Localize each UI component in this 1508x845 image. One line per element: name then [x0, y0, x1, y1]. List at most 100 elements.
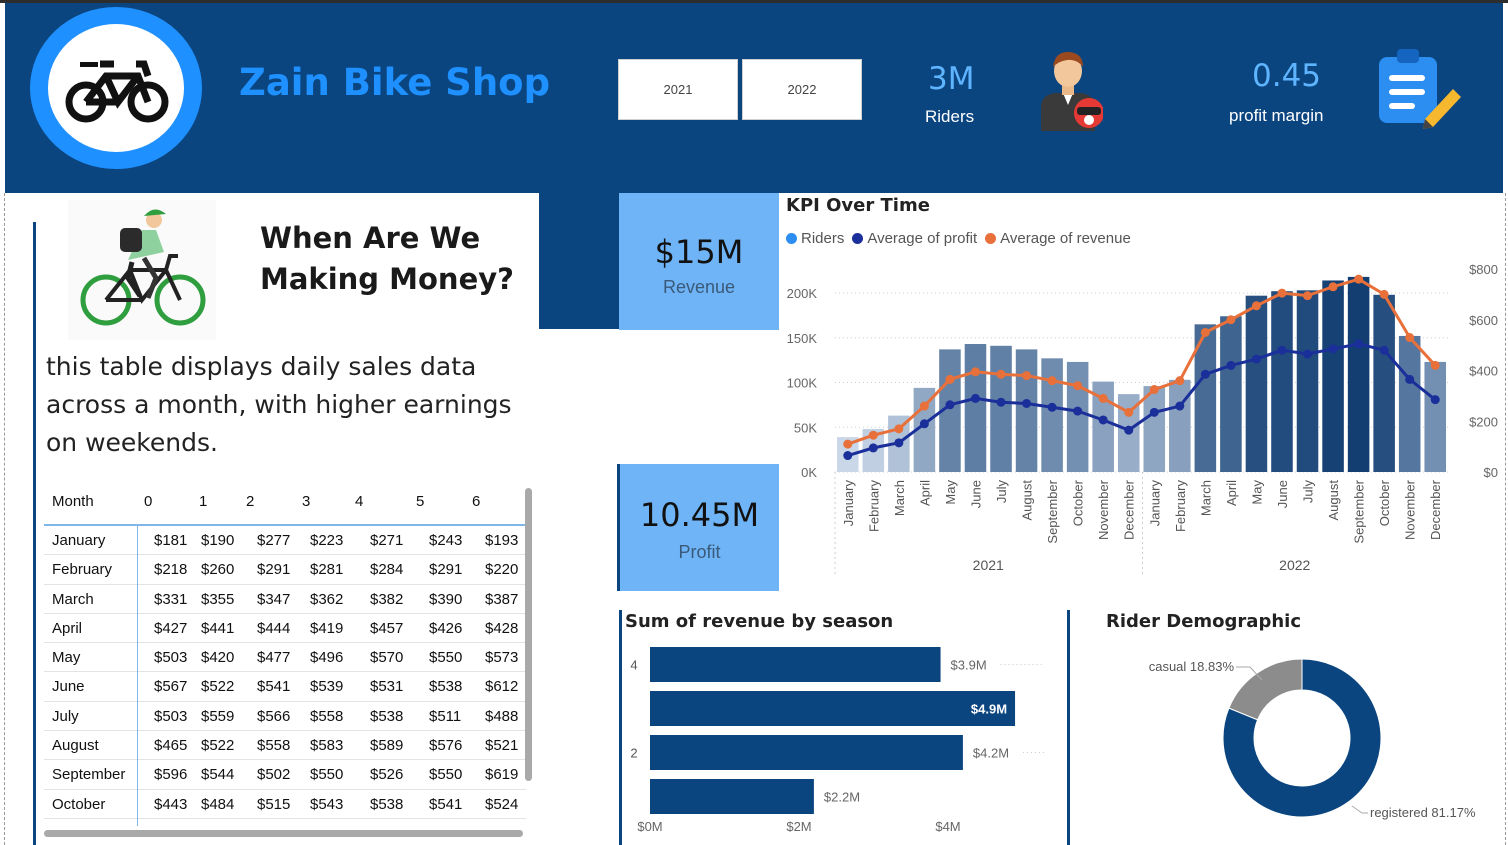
- table-cell-month: January: [52, 532, 106, 549]
- col-header-3[interactable]: 3: [302, 493, 311, 510]
- table-row[interactable]: February $218 $260 $291 $281 $284 $291 $220: [44, 555, 526, 585]
- year-filter-2022[interactable]: 2022: [742, 59, 862, 120]
- table-vertical-scrollbar[interactable]: [525, 488, 532, 781]
- table-cell-value: $420: [201, 649, 235, 667]
- revenue-point: [1124, 407, 1134, 417]
- table-cell-value: $558: [257, 737, 291, 755]
- x-tick-label: June: [968, 480, 983, 508]
- legend-item-profit[interactable]: Average of profit: [852, 230, 977, 247]
- window-top-border: [0, 0, 1508, 3]
- legend-item-riders[interactable]: Riders: [786, 230, 844, 247]
- revenue-point: [1200, 327, 1210, 337]
- table-cell-value: $390: [429, 590, 463, 608]
- revenue-point: [1277, 288, 1287, 298]
- revenue-point: [1303, 291, 1313, 301]
- kpi-chart-legend: Riders Average of profit Average of reve…: [786, 230, 1131, 247]
- revenue-by-season-chart[interactable]: 4 $3.9M $4.9M 2 $4.2M $2.2M $0M $2M $4M: [622, 640, 1062, 845]
- table-cell-value: $291: [257, 561, 291, 579]
- kpi-over-time-chart[interactable]: 0K 50K 100K 150K 200K $0 $200 $400 $600 $800 Janua…: [780, 255, 1505, 585]
- table-row[interactable]: July $503 $559 $566 $558 $538 $511 $488: [44, 702, 526, 732]
- revenue-line: [847, 277, 1437, 446]
- revenue-point: [1149, 385, 1159, 395]
- demographic-chart-title: Rider Demographic: [1106, 611, 1301, 632]
- profit-point: [919, 419, 929, 429]
- profit-point: [1251, 354, 1261, 364]
- season-category-label: 4: [630, 658, 637, 673]
- profit-point: [1124, 425, 1134, 435]
- table-row[interactable]: April $427 $441 $444 $419 $457 $426 $428: [44, 614, 526, 644]
- x-tick-label: January: [1147, 480, 1162, 527]
- table-cell-value: $488: [485, 707, 519, 725]
- table-cell-value: $550: [429, 766, 463, 784]
- profit-point: [1098, 415, 1108, 425]
- profit-point: [894, 438, 904, 448]
- table-cell-month: October: [52, 795, 106, 813]
- profit-point: [1022, 398, 1032, 408]
- revenue-card: $15M Revenue: [619, 193, 779, 330]
- profit-point: [1328, 344, 1338, 354]
- table-row[interactable]: May $503 $420 $477 $496 $570 $550 $573: [44, 643, 526, 673]
- revenue-point: [1175, 376, 1185, 386]
- riders-bar: [1296, 290, 1319, 472]
- col-header-5[interactable]: 5: [416, 493, 425, 510]
- rider-demographic-chart[interactable]: casual 18.83% registered 81.17%: [1100, 640, 1500, 845]
- table-cell-value: $223: [310, 532, 344, 549]
- x-tick-label: April: [1224, 480, 1239, 506]
- table-cell-value: $281: [310, 561, 344, 579]
- riders-bar: [1398, 335, 1421, 472]
- table-row[interactable]: March $331 $355 $347 $362 $382 $390 $387: [44, 585, 526, 614]
- season-value-label: $3.9M: [951, 658, 987, 673]
- table-cell-value: $427: [154, 619, 188, 637]
- profit-point: [1379, 345, 1389, 355]
- col-header-2[interactable]: 2: [246, 493, 255, 510]
- table-row[interactable]: June $567 $522 $541 $539 $531 $538 $612: [44, 672, 526, 702]
- table-cell-month: February: [52, 561, 113, 579]
- profit-margin-label: profit margin: [1229, 106, 1324, 125]
- table-cell-value: $544: [201, 766, 235, 784]
- year-filter-2021[interactable]: 2021: [618, 59, 738, 120]
- table-cell-value: $521: [485, 737, 519, 755]
- table-cell-value: $271: [370, 532, 404, 549]
- table-cell-value: $291: [429, 561, 463, 579]
- riders-bar: [1424, 361, 1446, 472]
- revenue-point: [919, 401, 929, 411]
- table-cell-value: $583: [310, 737, 344, 755]
- legend-dot: [786, 233, 797, 244]
- revenue-point: [996, 369, 1006, 379]
- y-tick-label-right: $800: [1469, 262, 1498, 277]
- table-cell-value: $331: [154, 590, 188, 608]
- table-cell-month: March: [52, 590, 94, 608]
- table-cell-value: $522: [201, 678, 235, 696]
- page-border-left: [4, 193, 5, 845]
- table-cell-month: September: [52, 766, 126, 784]
- table-row[interactable]: September $596 $544 $502 $550 $526 $550 $619: [44, 760, 526, 790]
- riders-value: 3M: [928, 61, 975, 97]
- table-cell-value: $503: [154, 649, 188, 667]
- revenue-point: [868, 430, 878, 440]
- table-row[interactable]: October $443 $484 $515 $543 $538 $541 $524: [44, 790, 526, 819]
- profit-point: [1175, 401, 1185, 411]
- profit-value: 10.45M: [639, 496, 760, 534]
- riders-label: Riders: [925, 107, 975, 126]
- profit-point: [1405, 374, 1415, 384]
- col-header-month[interactable]: Month: [52, 493, 94, 510]
- legend-item-revenue[interactable]: Average of revenue: [985, 230, 1131, 247]
- col-header-4[interactable]: 4: [355, 493, 364, 510]
- table-row[interactable]: August $465 $522 $558 $583 $589 $576 $521: [44, 731, 526, 761]
- table-cell-value: $465: [154, 737, 188, 755]
- profit-point: [868, 443, 878, 453]
- x-tick-label: May: [1249, 480, 1264, 505]
- riders-bar: [939, 349, 961, 472]
- table-cell-value: $524: [485, 795, 519, 813]
- table-horizontal-scrollbar[interactable]: [44, 830, 523, 837]
- col-header-1[interactable]: 1: [199, 493, 208, 510]
- daily-sales-table[interactable]: Month 0 1 2 3 4 5 6 January $181 $190 $277 $…: [44, 488, 526, 828]
- table-row[interactable]: January $181 $190 $277 $223 $271 $243 $193: [44, 526, 526, 556]
- col-header-6[interactable]: 6: [472, 493, 481, 510]
- col-header-0[interactable]: 0: [144, 493, 153, 510]
- table-cell-value: $441: [201, 619, 235, 637]
- season-value-label: $2.2M: [824, 790, 860, 805]
- revenue-point: [945, 374, 955, 384]
- revenue-label: Revenue: [662, 277, 736, 297]
- donut-slice-registered: [1222, 658, 1382, 818]
